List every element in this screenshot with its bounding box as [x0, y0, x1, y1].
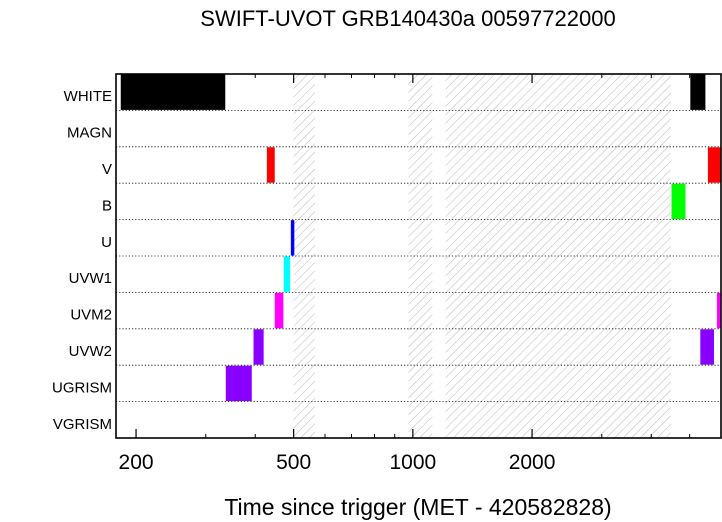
gap-region: [293, 74, 315, 438]
filter-label-uvw2: UVW2: [69, 343, 112, 360]
filter-label-magn: MAGN: [67, 125, 112, 142]
exposure-bar-uvm2: [274, 292, 284, 329]
exposure-bar-v: [707, 147, 721, 183]
filter-label-ugrism: UGRISM: [52, 379, 112, 396]
exposure-bar-white: [120, 74, 226, 110]
exposure-bar-b: [671, 183, 686, 220]
exposure-bar-uvm2: [716, 292, 721, 329]
x-tick-label: 2000: [509, 451, 556, 474]
x-tick-label: 200: [119, 451, 154, 474]
exposure-bar-ugrism: [225, 365, 252, 402]
exposure-bar-white: [690, 74, 706, 110]
x-axis-ticks: 200 500 1000 2000: [119, 74, 691, 474]
chart-title: SWIFT-UVOT GRB140430a 00597722000: [200, 6, 615, 31]
filter-label-b: B: [102, 197, 112, 214]
plot-frame: [115, 73, 722, 439]
filter-label-vgrism: VGRISM: [53, 416, 112, 433]
x-tick-label: 1000: [389, 451, 436, 474]
exposure-bar-uvw2: [253, 329, 264, 365]
exposure-bar-v: [266, 147, 275, 183]
filter-label-uvw1: UVW1: [69, 270, 112, 287]
x-axis-label: Time since trigger (MET - 420582828): [224, 494, 611, 520]
filter-label-u: U: [101, 234, 112, 251]
gap-regions: [293, 74, 671, 438]
filter-label-white: WHITE: [64, 88, 112, 105]
exposure-bar-uvw1: [283, 256, 291, 292]
exposure-bars: [120, 74, 721, 402]
filter-label-uvm2: UVM2: [70, 307, 112, 324]
exposure-bar-uvw2: [700, 329, 714, 365]
filter-label-v: V: [102, 161, 112, 178]
exposure-bar-u: [290, 220, 295, 256]
x-tick-label: 500: [276, 451, 311, 474]
filter-labels: WHITE MAGN V B U UVW1 UVM2 UVW2 UGRISM VGRISM: [52, 88, 112, 433]
